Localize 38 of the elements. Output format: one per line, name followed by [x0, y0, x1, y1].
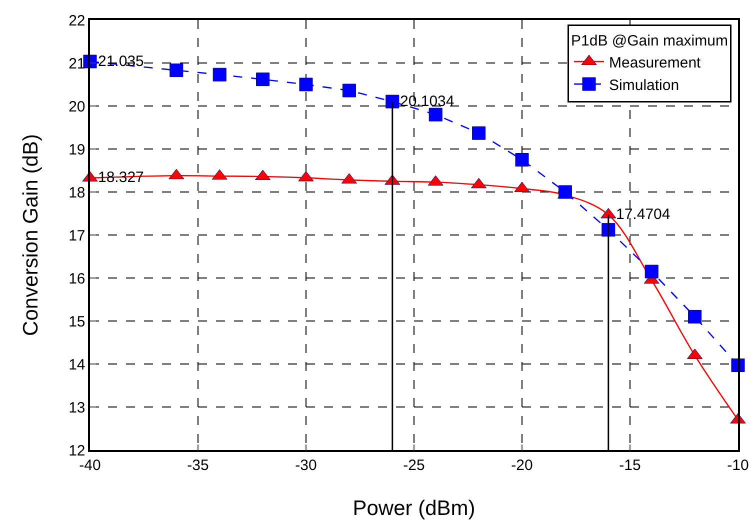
y-tick-label: 13 — [68, 399, 86, 416]
x-tick-label: -35 — [187, 456, 209, 474]
annotation: 21.035 — [98, 53, 144, 70]
annotation: 17.4704 — [616, 206, 670, 223]
point — [212, 68, 226, 82]
x-tick-label: -15 — [619, 456, 641, 474]
point — [386, 94, 400, 108]
y-tick-label: 18 — [68, 184, 86, 202]
y-tick-label: 17 — [68, 227, 86, 244]
point — [428, 108, 442, 122]
x-tick-label: -25 — [403, 456, 425, 474]
legend-label: Simulation — [609, 76, 680, 94]
legend-title: P1dB @Gain maximum — [571, 32, 728, 50]
x-axis-title: Power (dBm) — [352, 497, 476, 520]
annotation: 20.1034 — [400, 93, 454, 110]
x-tick-label: -40 — [79, 456, 101, 474]
x-tick-label: -20 — [511, 456, 533, 474]
point — [299, 78, 313, 92]
point — [558, 185, 572, 199]
x-tick-label: -10 — [727, 456, 749, 474]
y-tick-label: 15 — [68, 313, 86, 330]
y-tick-label: 12 — [68, 442, 86, 460]
y-tick-label: 20 — [68, 98, 86, 116]
y-tick-label: 19 — [68, 141, 86, 158]
y-tick-label: 22 — [68, 12, 86, 30]
point — [256, 72, 270, 86]
y-tick-label: 14 — [68, 356, 86, 374]
x-tick-label: -30 — [295, 456, 317, 474]
point — [688, 310, 702, 324]
point — [644, 264, 658, 278]
legend-label: Measurement — [609, 54, 702, 72]
y-axis-title: Conversion Gain (dB) — [20, 134, 42, 336]
point — [83, 54, 97, 68]
point — [515, 153, 529, 166]
point — [472, 126, 486, 140]
point — [170, 64, 184, 78]
y-tick-label: 16 — [68, 270, 86, 288]
point — [342, 84, 356, 98]
